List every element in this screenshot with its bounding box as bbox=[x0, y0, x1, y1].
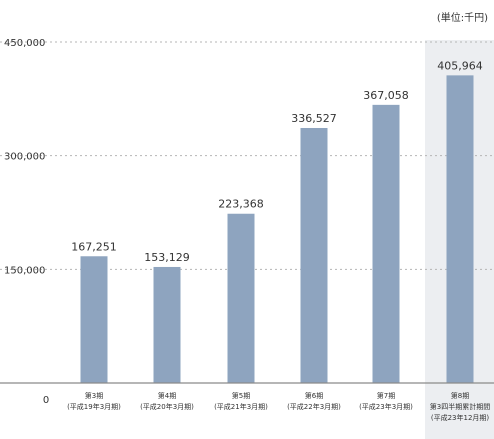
x-tick-label: (平成22年3月期) bbox=[287, 402, 341, 411]
bar bbox=[227, 213, 255, 383]
bar bbox=[300, 127, 328, 383]
x-tick-label: 第8期 bbox=[451, 391, 469, 400]
y-tick-label: 300,000 bbox=[4, 152, 45, 163]
x-tick-label: 第3四半期累計期間 bbox=[430, 402, 490, 411]
y-tick-label: 450,000 bbox=[4, 38, 45, 49]
bar bbox=[80, 256, 108, 383]
x-tick-label: 第5期 bbox=[232, 391, 250, 400]
bar-value-label: 167,251 bbox=[71, 240, 117, 253]
x-tick-label: (平成19年3月期) bbox=[67, 402, 121, 411]
bar-value-label: 336,527 bbox=[291, 112, 337, 125]
x-tick-label: 第3期 bbox=[85, 391, 103, 400]
x-tick-label: 第4期 bbox=[158, 391, 176, 400]
x-tick-label: 第7期 bbox=[377, 391, 395, 400]
y-tick-label: 0 bbox=[43, 395, 49, 406]
unit-label: (単位:千円) bbox=[437, 11, 488, 24]
bar-value-label: 367,058 bbox=[363, 89, 409, 102]
x-tick-label: (平成20年3月期) bbox=[140, 402, 194, 411]
bar bbox=[153, 266, 181, 383]
x-tick-label: (平成21年3月期) bbox=[214, 402, 268, 411]
x-tick-label: (平成23年12月期) bbox=[431, 413, 490, 422]
x-tick-label: (平成23年3月期) bbox=[359, 402, 413, 411]
x-tick-label: 第6期 bbox=[305, 391, 323, 400]
bar-value-label: 223,368 bbox=[218, 198, 264, 211]
bar-value-label: 405,964 bbox=[437, 59, 483, 72]
bar bbox=[446, 75, 474, 383]
y-tick-label: 150,000 bbox=[4, 265, 45, 276]
bar-value-label: 153,129 bbox=[144, 251, 190, 264]
bar bbox=[372, 104, 400, 384]
